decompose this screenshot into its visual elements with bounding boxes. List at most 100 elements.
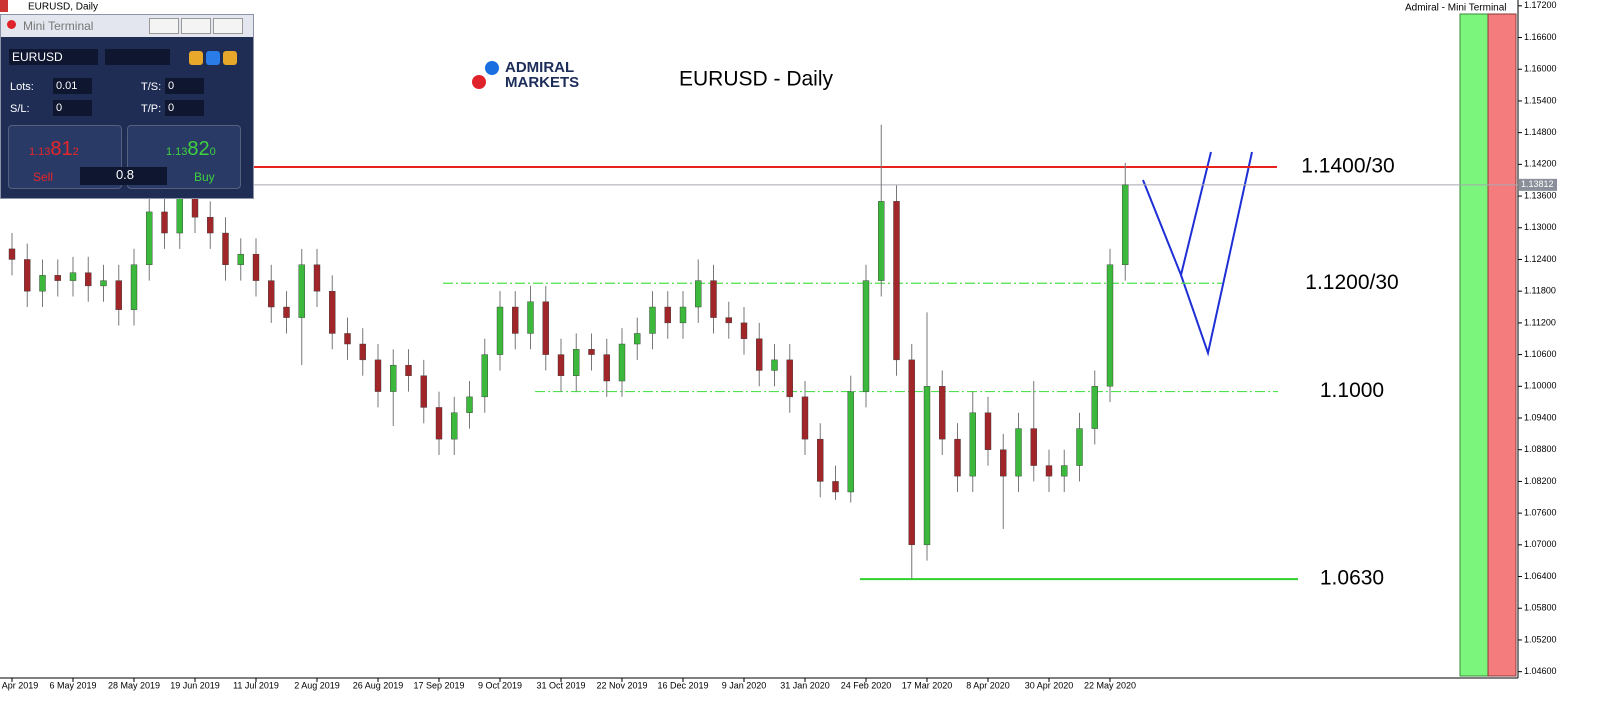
logo-dot	[472, 75, 486, 89]
level-label: 1.0630	[1320, 567, 1384, 590]
field-label: Lots:	[10, 81, 34, 93]
buy-price: 1.13820	[166, 138, 216, 161]
tool-button[interactable]	[223, 51, 237, 65]
candle-body	[374, 359, 382, 392]
candle-body	[527, 301, 534, 334]
candle-body	[54, 275, 61, 281]
candle-body	[801, 396, 809, 440]
candle-body	[1061, 465, 1068, 477]
candle-body	[451, 412, 458, 440]
price-prefix: 1.13	[166, 146, 188, 158]
tp-input[interactable]: 0	[165, 100, 204, 116]
candle-body	[862, 280, 870, 392]
candle-body	[313, 264, 321, 292]
restore-button[interactable]	[181, 18, 211, 34]
logo-dot	[485, 61, 499, 75]
minimize-button[interactable]	[149, 18, 179, 34]
candle-body	[847, 391, 854, 493]
symbol-field[interactable]	[105, 49, 170, 65]
y-tick-label: 1.16600	[1524, 32, 1557, 42]
candle-body	[481, 354, 488, 398]
icon	[7, 20, 16, 29]
spread-box: 0.8	[80, 167, 167, 185]
candle-body	[1106, 264, 1114, 387]
candle-body	[939, 386, 946, 440]
candle-body	[954, 438, 961, 477]
y-tick-label: 1.07000	[1524, 539, 1557, 549]
candle-body	[207, 216, 214, 234]
price-prefix: 1.13	[29, 146, 51, 158]
candle-body	[252, 253, 260, 281]
x-tick-label: 9 Jan 2020	[722, 680, 767, 690]
candle-body	[664, 306, 671, 324]
candle-body	[649, 306, 656, 334]
candle-body	[771, 359, 778, 371]
sell-price: 1.13812	[29, 138, 79, 161]
y-tick-label: 1.15400	[1524, 95, 1557, 105]
level-label: 1.1000	[1320, 379, 1384, 402]
candle-body	[679, 306, 687, 324]
candle-body	[817, 438, 824, 482]
candle-body	[130, 264, 138, 310]
candle-body	[146, 211, 153, 265]
buy-label: Buy	[194, 170, 215, 184]
y-tick-label: 1.16000	[1524, 64, 1557, 74]
y-tick-label: 1.17200	[1524, 0, 1557, 10]
sl-input[interactable]: 0	[53, 100, 92, 116]
candle-body	[969, 412, 976, 477]
symbol-select[interactable]: EURUSD	[9, 49, 98, 65]
lots-input[interactable]: 0.01	[53, 78, 92, 94]
candle-body	[756, 338, 763, 371]
price-last: 2	[72, 146, 79, 158]
y-tick-label: 1.05200	[1524, 634, 1557, 644]
buy-button[interactable]: 1.13820 Buy	[127, 125, 241, 189]
candle-body	[1122, 184, 1129, 265]
candle-body	[1045, 465, 1053, 477]
level-label: 1.1400/30	[1301, 155, 1394, 178]
tool-button[interactable]	[189, 51, 203, 65]
candle-body	[1015, 428, 1022, 477]
candle-body	[100, 280, 107, 287]
y-tick-label: 1.14800	[1524, 127, 1557, 137]
y-tick-label: 1.08800	[1524, 444, 1557, 454]
candle-body	[496, 306, 504, 355]
candle-body	[1076, 428, 1083, 466]
candle-body	[115, 280, 122, 310]
tp: 0	[168, 102, 175, 114]
candle-body	[191, 195, 199, 218]
candle-body	[268, 280, 275, 308]
candle-body	[878, 201, 885, 281]
candle-body	[588, 349, 595, 355]
y-tick-label: 1.04600	[1524, 666, 1557, 676]
x-tick-label: 16 Dec 2019	[657, 680, 708, 690]
candle-body	[344, 333, 351, 345]
price-big: 82	[187, 138, 210, 160]
y-tick-label: 1.08200	[1524, 476, 1557, 486]
close-button[interactable]	[213, 18, 243, 34]
logo-text: ADMIRAL	[505, 59, 574, 76]
candle-body	[710, 280, 717, 318]
candle-body	[420, 375, 427, 408]
candle-body	[69, 272, 77, 281]
projection-path	[1180, 151, 1253, 357]
x-tick-label: 26 Aug 2019	[353, 680, 404, 690]
field-label: S/L:	[10, 103, 30, 115]
ts: 0	[168, 80, 175, 92]
candle-body	[405, 364, 412, 376]
last-price-label: 1.13812	[1521, 179, 1554, 189]
candle-body	[1091, 386, 1098, 429]
buy-volume-bar	[1459, 13, 1489, 677]
window-icon	[0, 0, 8, 12]
x-tick-label: 8 Apr 2020	[966, 680, 1010, 690]
candle-body	[908, 359, 915, 546]
ts-input[interactable]: 0	[165, 78, 204, 94]
title-bar: Mini Terminal	[1, 15, 253, 37]
candle-body	[359, 343, 366, 361]
candle-body	[923, 386, 931, 546]
x-tick-label: 30 Apr 2020	[1025, 680, 1074, 690]
logo-text: MARKETS	[505, 74, 579, 91]
candle-body	[435, 407, 443, 440]
y-tick-label: 1.09400	[1524, 412, 1557, 422]
settings-button[interactable]	[206, 51, 220, 65]
